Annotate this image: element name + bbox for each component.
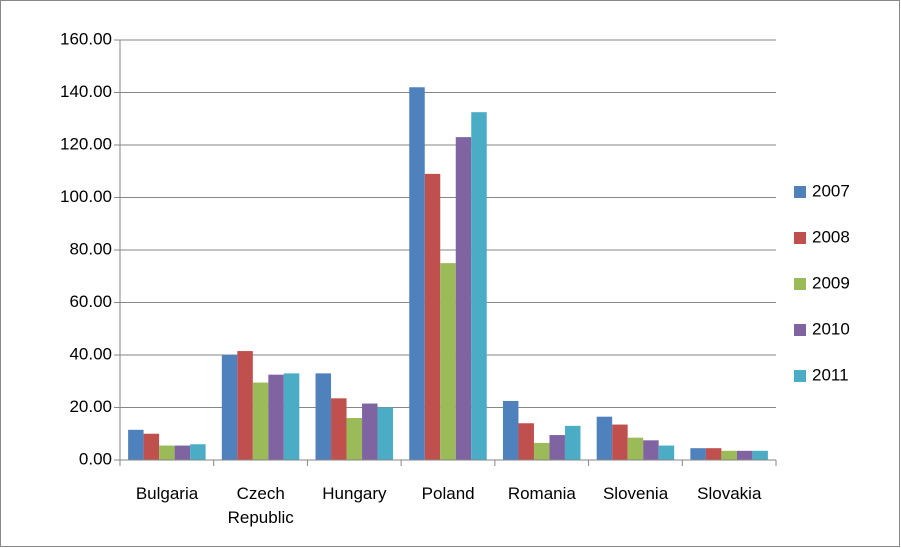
legend-swatch: [794, 186, 806, 198]
bar: [190, 444, 206, 460]
bar: [518, 423, 534, 460]
bar: [143, 433, 160, 460]
bar: [174, 445, 191, 460]
legend-label: 2009: [812, 273, 850, 292]
bar: [252, 382, 269, 460]
bar: [409, 87, 425, 460]
x-tick-label: Bulgaria: [135, 484, 199, 503]
bar: [440, 263, 456, 460]
bar: [752, 450, 768, 460]
legend-swatch: [794, 278, 806, 290]
legend-label: 2011: [812, 365, 849, 384]
y-tick-label: 80.00: [69, 239, 112, 258]
bar: [331, 398, 347, 460]
y-tick-label: 40.00: [69, 344, 112, 363]
bar: [128, 429, 144, 460]
bar: [705, 448, 722, 460]
x-tick-label: Slovakia: [697, 484, 762, 503]
bar: [690, 448, 706, 460]
bar: [424, 173, 441, 460]
y-tick-label: 0.00: [79, 449, 112, 468]
bar: [658, 445, 675, 460]
bar: [346, 418, 363, 460]
bar: [533, 442, 550, 460]
bar: [221, 355, 238, 460]
bar: [471, 112, 487, 460]
legend-label: 2010: [812, 319, 850, 338]
bar: [627, 437, 644, 460]
bar: [721, 450, 737, 460]
y-tick-label: 160.00: [60, 29, 112, 48]
bar: [643, 440, 659, 460]
bar: [502, 400, 519, 460]
bar: [596, 416, 613, 460]
y-tick-label: 140.00: [60, 82, 112, 101]
bar: [237, 351, 253, 460]
bar: [455, 137, 472, 460]
x-tick-label: Poland: [421, 484, 475, 503]
x-tick-label: Slovenia: [602, 484, 669, 503]
x-tick-label: Romania: [507, 484, 576, 503]
bar: [283, 373, 300, 460]
bar: [564, 425, 581, 460]
bar: [315, 373, 332, 460]
bar: [362, 403, 378, 460]
bar: [268, 374, 284, 460]
y-tick-label: 60.00: [69, 292, 112, 311]
legend-label: 2007: [812, 181, 850, 200]
bar: [612, 424, 628, 460]
legend-swatch: [794, 370, 806, 382]
bar: [159, 445, 175, 460]
bar: [377, 407, 394, 460]
legend-label: 2008: [812, 227, 850, 246]
bar: [736, 450, 753, 460]
bar: [549, 435, 565, 460]
y-tick-label: 100.00: [60, 187, 112, 206]
x-tick-label: Hungary: [322, 484, 387, 503]
y-tick-label: 20.00: [69, 397, 112, 416]
legend-swatch: [794, 232, 806, 244]
legend-swatch: [794, 324, 806, 336]
x-tick-label: Czech Republic: [227, 484, 294, 527]
y-tick-label: 120.00: [60, 134, 112, 153]
